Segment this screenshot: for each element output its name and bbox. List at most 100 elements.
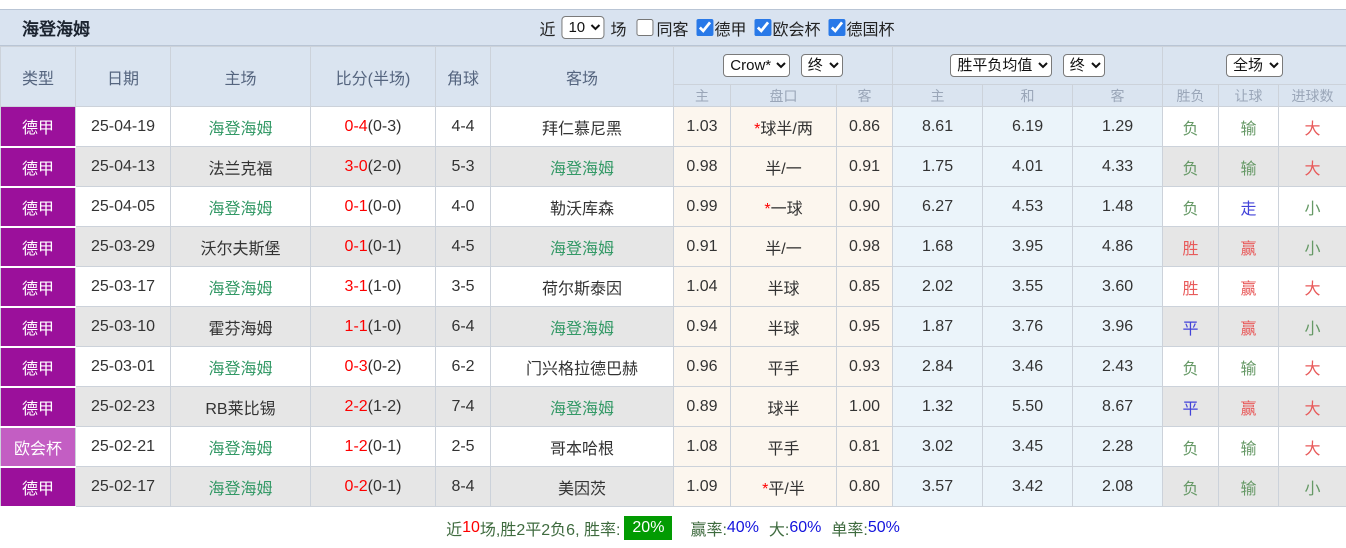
league-cell-text: 德甲	[21, 200, 54, 218]
match-row: 欧会杯 25-02-21 海登海姆 1-2(0-1) 2-5 哥本哈根 1.08 平手 0.81…	[0, 426, 1346, 468]
odds-company-select[interactable]: Crow*	[723, 54, 791, 77]
home-team-cell-text: 海登海姆	[208, 360, 273, 378]
avg-draw-cell-text: 5.50	[1011, 397, 1044, 415]
over-rate-value: 60%	[789, 518, 822, 536]
score-cell-text: 0-1	[344, 237, 368, 255]
score-cell-text: (2-0)	[367, 157, 402, 175]
avg-time-select[interactable]: 终	[1062, 54, 1105, 77]
corners-cell: 4-0	[435, 186, 491, 227]
away-odds-cell: 0.90	[835, 186, 894, 227]
handicap-result-cell-text: 走	[1240, 200, 1257, 218]
handicap-cell-text: *	[754, 120, 761, 138]
filter-controls: 近 10 场 同客 德甲 欧会杯 德国杯	[539, 16, 895, 40]
result-cell-text: 负	[1182, 480, 1199, 498]
summary-record: 场,胜2平2负6, 胜率:	[479, 521, 621, 539]
date-cell-text: 25-02-17	[90, 477, 156, 495]
league-checkbox-1[interactable]	[754, 19, 772, 36]
away-team-cell-text: 海登海姆	[549, 160, 614, 178]
avg-away-cell: 2.28	[1072, 426, 1164, 467]
goals-cell-text: 小	[1304, 240, 1321, 258]
corners-cell-text: 6-4	[451, 317, 475, 335]
score-cell-text: (1-2)	[367, 397, 402, 415]
home-odds-cell: 0.91	[673, 226, 731, 267]
home-odds-cell-text: 0.99	[686, 197, 718, 215]
goals-cell: 小	[1278, 306, 1346, 347]
avg-away-cell: 2.43	[1072, 346, 1164, 387]
result-cell-text: 负	[1182, 360, 1199, 378]
odds-time-select[interactable]: 终	[800, 54, 843, 77]
home-odds-cell-text: 1.09	[686, 477, 718, 495]
goals-cell: 小	[1278, 466, 1346, 507]
match-row: 德甲 25-03-17 海登海姆 3-1(1-0) 3-5 荷尔斯泰因 1.04 半球 0.85…	[0, 266, 1346, 308]
subheader-avg-away: 客	[1072, 84, 1164, 107]
handicap-cell-text: 球半/两	[760, 120, 813, 138]
corners-cell: 6-4	[435, 306, 491, 347]
subheader-handicap-result: 让球	[1218, 84, 1280, 107]
match-row: 德甲 25-04-19 海登海姆 0-4(0-3) 4-4 拜仁慕尼黑 1.03 *球半/两 0…	[0, 106, 1346, 148]
score-cell-text: 0-2	[344, 477, 368, 495]
home-team-cell: 法兰克福	[170, 146, 311, 187]
away-team-cell: 海登海姆	[490, 226, 674, 267]
league-cell: 德甲	[0, 226, 76, 268]
corners-cell: 3-5	[435, 266, 491, 307]
home-team-cell: 沃尔夫斯堡	[170, 226, 311, 267]
avg-home-cell: 8.61	[892, 106, 984, 147]
avg-draw-cell-text: 3.55	[1011, 277, 1044, 295]
handicap-rate-label: 赢率:	[690, 521, 727, 539]
avg-home-cell-text: 1.68	[921, 237, 954, 255]
home-team-cell-text: 海登海姆	[208, 280, 273, 298]
league-checkbox-0[interactable]	[696, 19, 714, 36]
corners-cell-text: 8-4	[451, 477, 475, 495]
avg-away-cell: 4.86	[1072, 226, 1164, 267]
handicap-result-cell: 赢	[1218, 386, 1280, 427]
score-cell-text: (0-2)	[367, 357, 402, 375]
away-odds-cell-text: 0.93	[848, 357, 881, 375]
handicap-result-cell-text: 赢	[1240, 400, 1257, 418]
home-team-cell-text: 法兰克福	[208, 160, 273, 178]
corners-cell-text: 3-5	[451, 277, 475, 295]
away-odds-cell: 0.93	[835, 346, 894, 387]
result-cell: 胜	[1162, 226, 1220, 267]
scope-select[interactable]: 全场	[1226, 54, 1284, 77]
away-team-cell-text: 美因茨	[557, 480, 606, 498]
league-checkbox-2[interactable]	[828, 19, 846, 36]
handicap-cell-text: 球半	[767, 400, 800, 418]
goals-cell-text: 大	[1304, 280, 1321, 298]
goals-cell-text: 小	[1304, 320, 1321, 338]
date-cell-text: 25-02-21	[90, 437, 156, 455]
subheader-avg-home: 主	[892, 84, 984, 107]
handicap-result-cell-text: 输	[1240, 120, 1257, 138]
league-cell-text: 欧会杯	[13, 440, 62, 458]
league-cell-text: 德甲	[21, 160, 54, 178]
subheader-odds-away: 客	[835, 84, 894, 107]
goals-cell-text: 大	[1304, 400, 1321, 418]
avg-type-select[interactable]: 胜平负均值	[950, 54, 1053, 77]
avg-draw-cell: 3.45	[982, 426, 1074, 467]
handicap-rate-value: 40%	[726, 518, 759, 536]
recent-count-select[interactable]: 10	[561, 16, 605, 39]
handicap-cell: 半/一	[730, 226, 837, 267]
near-label: 近	[539, 21, 556, 39]
home-team-cell: RB莱比锡	[170, 386, 311, 427]
avg-home-cell-text: 1.32	[921, 397, 954, 415]
goals-cell-text: 大	[1304, 120, 1321, 138]
avg-draw-cell: 3.42	[982, 466, 1074, 507]
avg-draw-cell: 4.53	[982, 186, 1074, 227]
corners-cell: 6-2	[435, 346, 491, 387]
result-cell-text: 负	[1182, 200, 1199, 218]
away-odds-cell: 0.86	[835, 106, 894, 147]
handicap-cell: *球半/两	[730, 106, 837, 147]
same-venue-checkbox[interactable]	[636, 19, 654, 36]
avg-home-cell: 1.68	[892, 226, 984, 267]
over-rate-label: 大:	[768, 521, 790, 539]
score-cell-text: 1-1	[344, 317, 368, 335]
date-cell: 25-03-10	[75, 306, 171, 347]
league-cell: 德甲	[0, 386, 76, 428]
away-team-cell: 海登海姆	[490, 306, 674, 347]
score-cell-text: (0-1)	[367, 437, 402, 455]
goals-cell: 大	[1278, 386, 1346, 427]
score-cell: 1-1(1-0)	[310, 306, 436, 347]
date-cell-text: 25-03-17	[90, 277, 156, 295]
league-cell: 德甲	[0, 306, 76, 348]
col-header-home: 主场	[170, 46, 311, 107]
